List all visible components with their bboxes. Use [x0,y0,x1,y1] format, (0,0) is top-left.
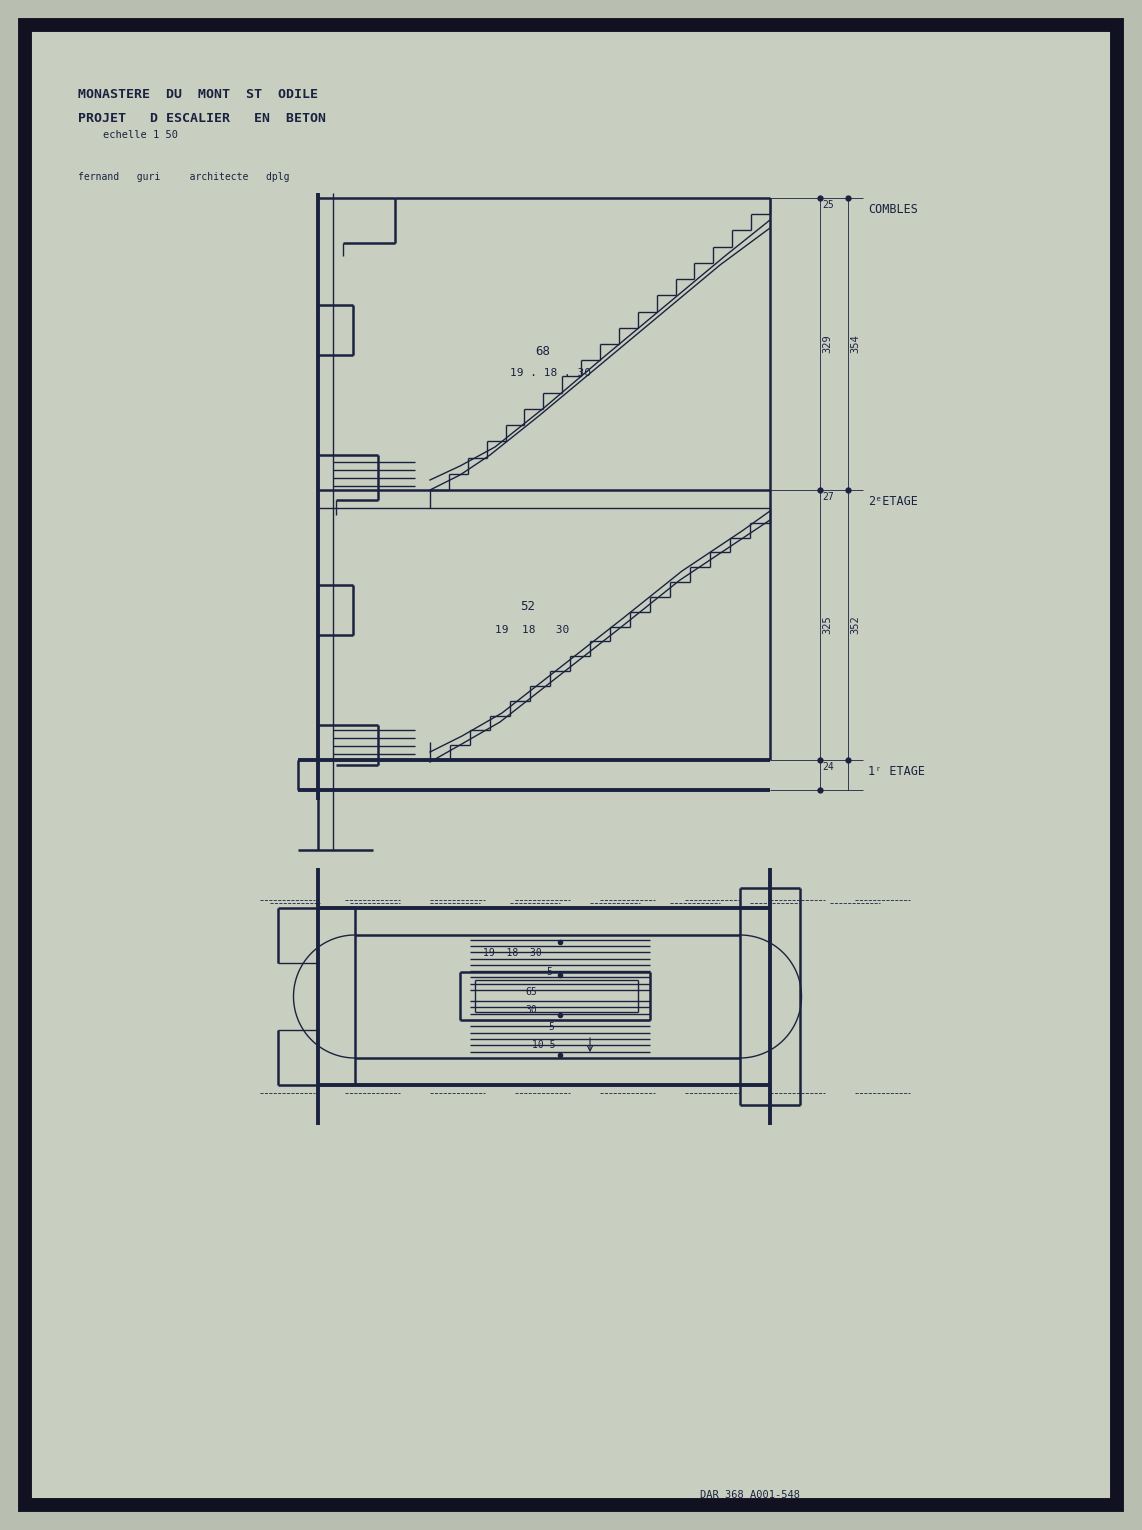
Text: 52: 52 [520,600,534,614]
Text: 354: 354 [850,335,860,353]
Text: 25: 25 [822,200,834,210]
Text: DAR 368 A001-548: DAR 368 A001-548 [700,1490,801,1499]
Text: 30: 30 [525,1005,537,1014]
Text: 65: 65 [525,987,537,998]
Text: 329: 329 [822,335,833,353]
Text: COMBLES: COMBLES [868,203,918,216]
Text: MONASTERE  DU  MONT  ST  ODILE: MONASTERE DU MONT ST ODILE [78,89,317,101]
Text: 27: 27 [822,493,834,502]
Text: 1ʳ ETAGE: 1ʳ ETAGE [868,765,925,777]
Text: echelle 1 50: echelle 1 50 [103,130,178,141]
Text: PROJET   D ESCALIER   EN  BETON: PROJET D ESCALIER EN BETON [78,112,325,125]
Text: 2ᵉETAGE: 2ᵉETAGE [868,496,918,508]
Text: 5: 5 [548,1022,554,1033]
Text: 19  18   30: 19 18 30 [494,624,569,635]
Text: 68: 68 [534,344,550,358]
Text: 325: 325 [822,615,833,635]
Text: 19  18  30: 19 18 30 [483,949,541,958]
Text: 5: 5 [546,967,552,978]
Text: 352: 352 [850,615,860,635]
Text: fernand   guri     architecte   dplg: fernand guri architecte dplg [78,171,290,182]
Text: 10 5: 10 5 [532,1040,555,1050]
Text: 24: 24 [822,762,834,773]
Text: 19 . 18 . 30: 19 . 18 . 30 [510,369,592,378]
